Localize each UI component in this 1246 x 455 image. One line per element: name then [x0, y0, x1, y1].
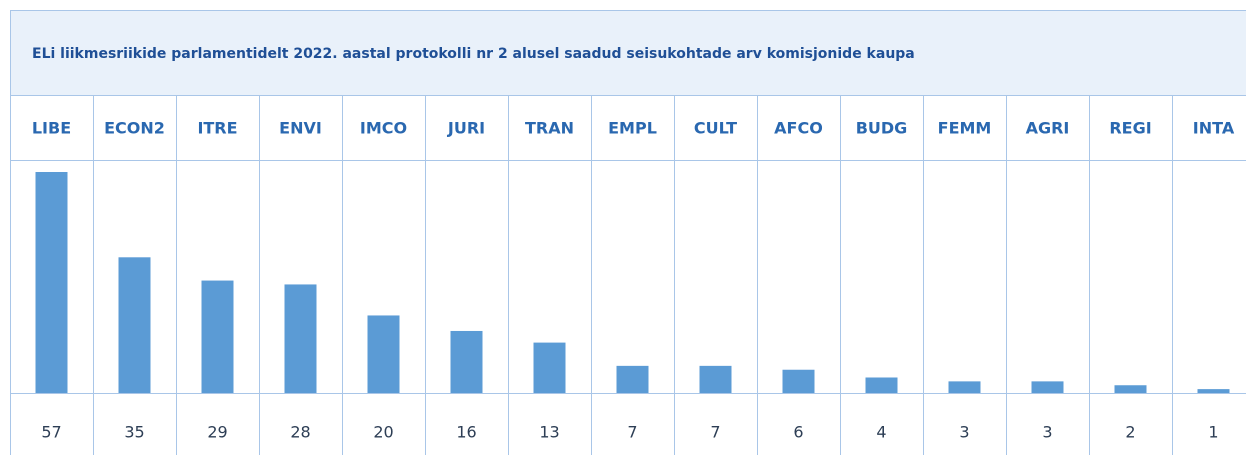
- bar: [35, 172, 68, 393]
- bar: [1114, 385, 1147, 393]
- chart-title: ELi liikmesriikide parlamentidelt 2022. …: [32, 46, 915, 62]
- category-label: EMPL: [608, 119, 657, 138]
- value-label: 2: [1125, 423, 1135, 442]
- value-label: 29: [207, 423, 227, 442]
- value-label: 1: [1208, 423, 1218, 442]
- category-label: ITRE: [197, 119, 237, 138]
- value-label: 57: [41, 423, 61, 442]
- bar: [782, 369, 815, 393]
- category-label: BUDG: [856, 119, 908, 138]
- value-label: 13: [539, 423, 559, 442]
- value-label: 6: [793, 423, 803, 442]
- category-label: LIBE: [32, 119, 71, 138]
- category-label: REGI: [1109, 119, 1151, 138]
- bar: [533, 342, 566, 393]
- value-label: 7: [710, 423, 720, 442]
- value-label: 35: [124, 423, 144, 442]
- category-label: CULT: [694, 119, 737, 138]
- bar: [367, 315, 400, 393]
- header-band: [10, 10, 1246, 95]
- bar: [948, 381, 981, 393]
- category-label: IMCO: [360, 119, 407, 138]
- category-label: JURI: [447, 119, 485, 138]
- value-label: 7: [627, 423, 637, 442]
- category-label: AGRI: [1026, 119, 1070, 138]
- bar: [450, 330, 483, 393]
- bar: [1031, 381, 1064, 393]
- category-label: FEMM: [938, 119, 992, 138]
- bar: [616, 365, 649, 393]
- bar: [118, 257, 151, 393]
- category-label: ECON2: [104, 119, 165, 138]
- category-label: TRAN: [525, 119, 574, 138]
- category-label: ENVI: [279, 119, 322, 138]
- value-label: 16: [456, 423, 476, 442]
- value-label: 20: [373, 423, 393, 442]
- value-label: 28: [290, 423, 310, 442]
- category-label: INTA: [1193, 119, 1235, 138]
- category-label: AFCO: [774, 119, 823, 138]
- value-label: 3: [959, 423, 969, 442]
- bar: [865, 377, 898, 393]
- value-label: 4: [876, 423, 886, 442]
- bar: [201, 280, 234, 393]
- bar: [699, 365, 732, 393]
- value-label: 3: [1042, 423, 1052, 442]
- bar: [284, 284, 317, 393]
- bar: [1197, 389, 1230, 393]
